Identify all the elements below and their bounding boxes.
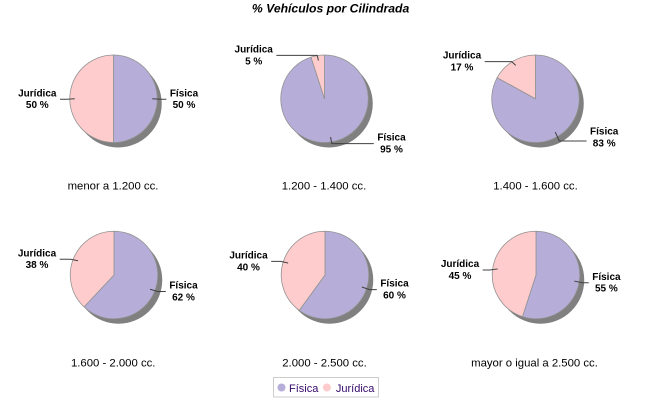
svg-text:Física: Física [377, 133, 406, 144]
svg-text:Jurídica: Jurídica [18, 88, 57, 99]
svg-text:Física: Física [380, 279, 409, 290]
svg-text:Física: Física [592, 272, 621, 283]
svg-text:Física: Física [590, 127, 619, 138]
svg-text:Física: Física [170, 88, 199, 99]
svg-text:menor a 1.200 cc.: menor a 1.200 cc. [68, 181, 159, 193]
svg-text:Jurídica: Jurídica [443, 51, 482, 62]
svg-text:45 %: 45 % [449, 271, 472, 282]
svg-text:Jurídica: Jurídica [235, 44, 274, 55]
svg-text:Física: Física [169, 281, 198, 292]
svg-text:83 %: 83 % [593, 138, 616, 149]
svg-text:1.600 - 2.000 cc.: 1.600 - 2.000 cc. [71, 357, 156, 369]
svg-text:55 %: 55 % [595, 284, 618, 295]
svg-text:1.200 - 1.400 cc.: 1.200 - 1.400 cc. [282, 181, 367, 193]
svg-text:50 %: 50 % [173, 100, 196, 111]
svg-text:% Vehículos por Cilindrada: % Vehículos por Cilindrada [252, 1, 410, 15]
svg-text:1.400 - 1.600 cc.: 1.400 - 1.600 cc. [493, 181, 578, 193]
svg-text:62 %: 62 % [172, 292, 195, 303]
svg-text:Jurídica: Jurídica [441, 259, 480, 270]
svg-text:60 %: 60 % [383, 291, 406, 302]
svg-text:5 %: 5 % [245, 56, 262, 67]
svg-text:17 %: 17 % [451, 63, 474, 74]
svg-text:40 %: 40 % [237, 262, 260, 273]
svg-text:mayor o igual a 2.500 cc.: mayor o igual a 2.500 cc. [471, 357, 598, 369]
svg-text:95 %: 95 % [380, 145, 403, 156]
svg-text:50 %: 50 % [26, 100, 49, 111]
svg-text:Jurídica: Jurídica [229, 250, 268, 261]
svg-text:38 %: 38 % [26, 260, 49, 271]
svg-text:Física: Física [289, 383, 319, 395]
svg-text:2.000 - 2.500 cc.: 2.000 - 2.500 cc. [282, 357, 367, 369]
svg-text:Jurídica: Jurídica [336, 383, 375, 395]
svg-text:Jurídica: Jurídica [18, 248, 57, 259]
